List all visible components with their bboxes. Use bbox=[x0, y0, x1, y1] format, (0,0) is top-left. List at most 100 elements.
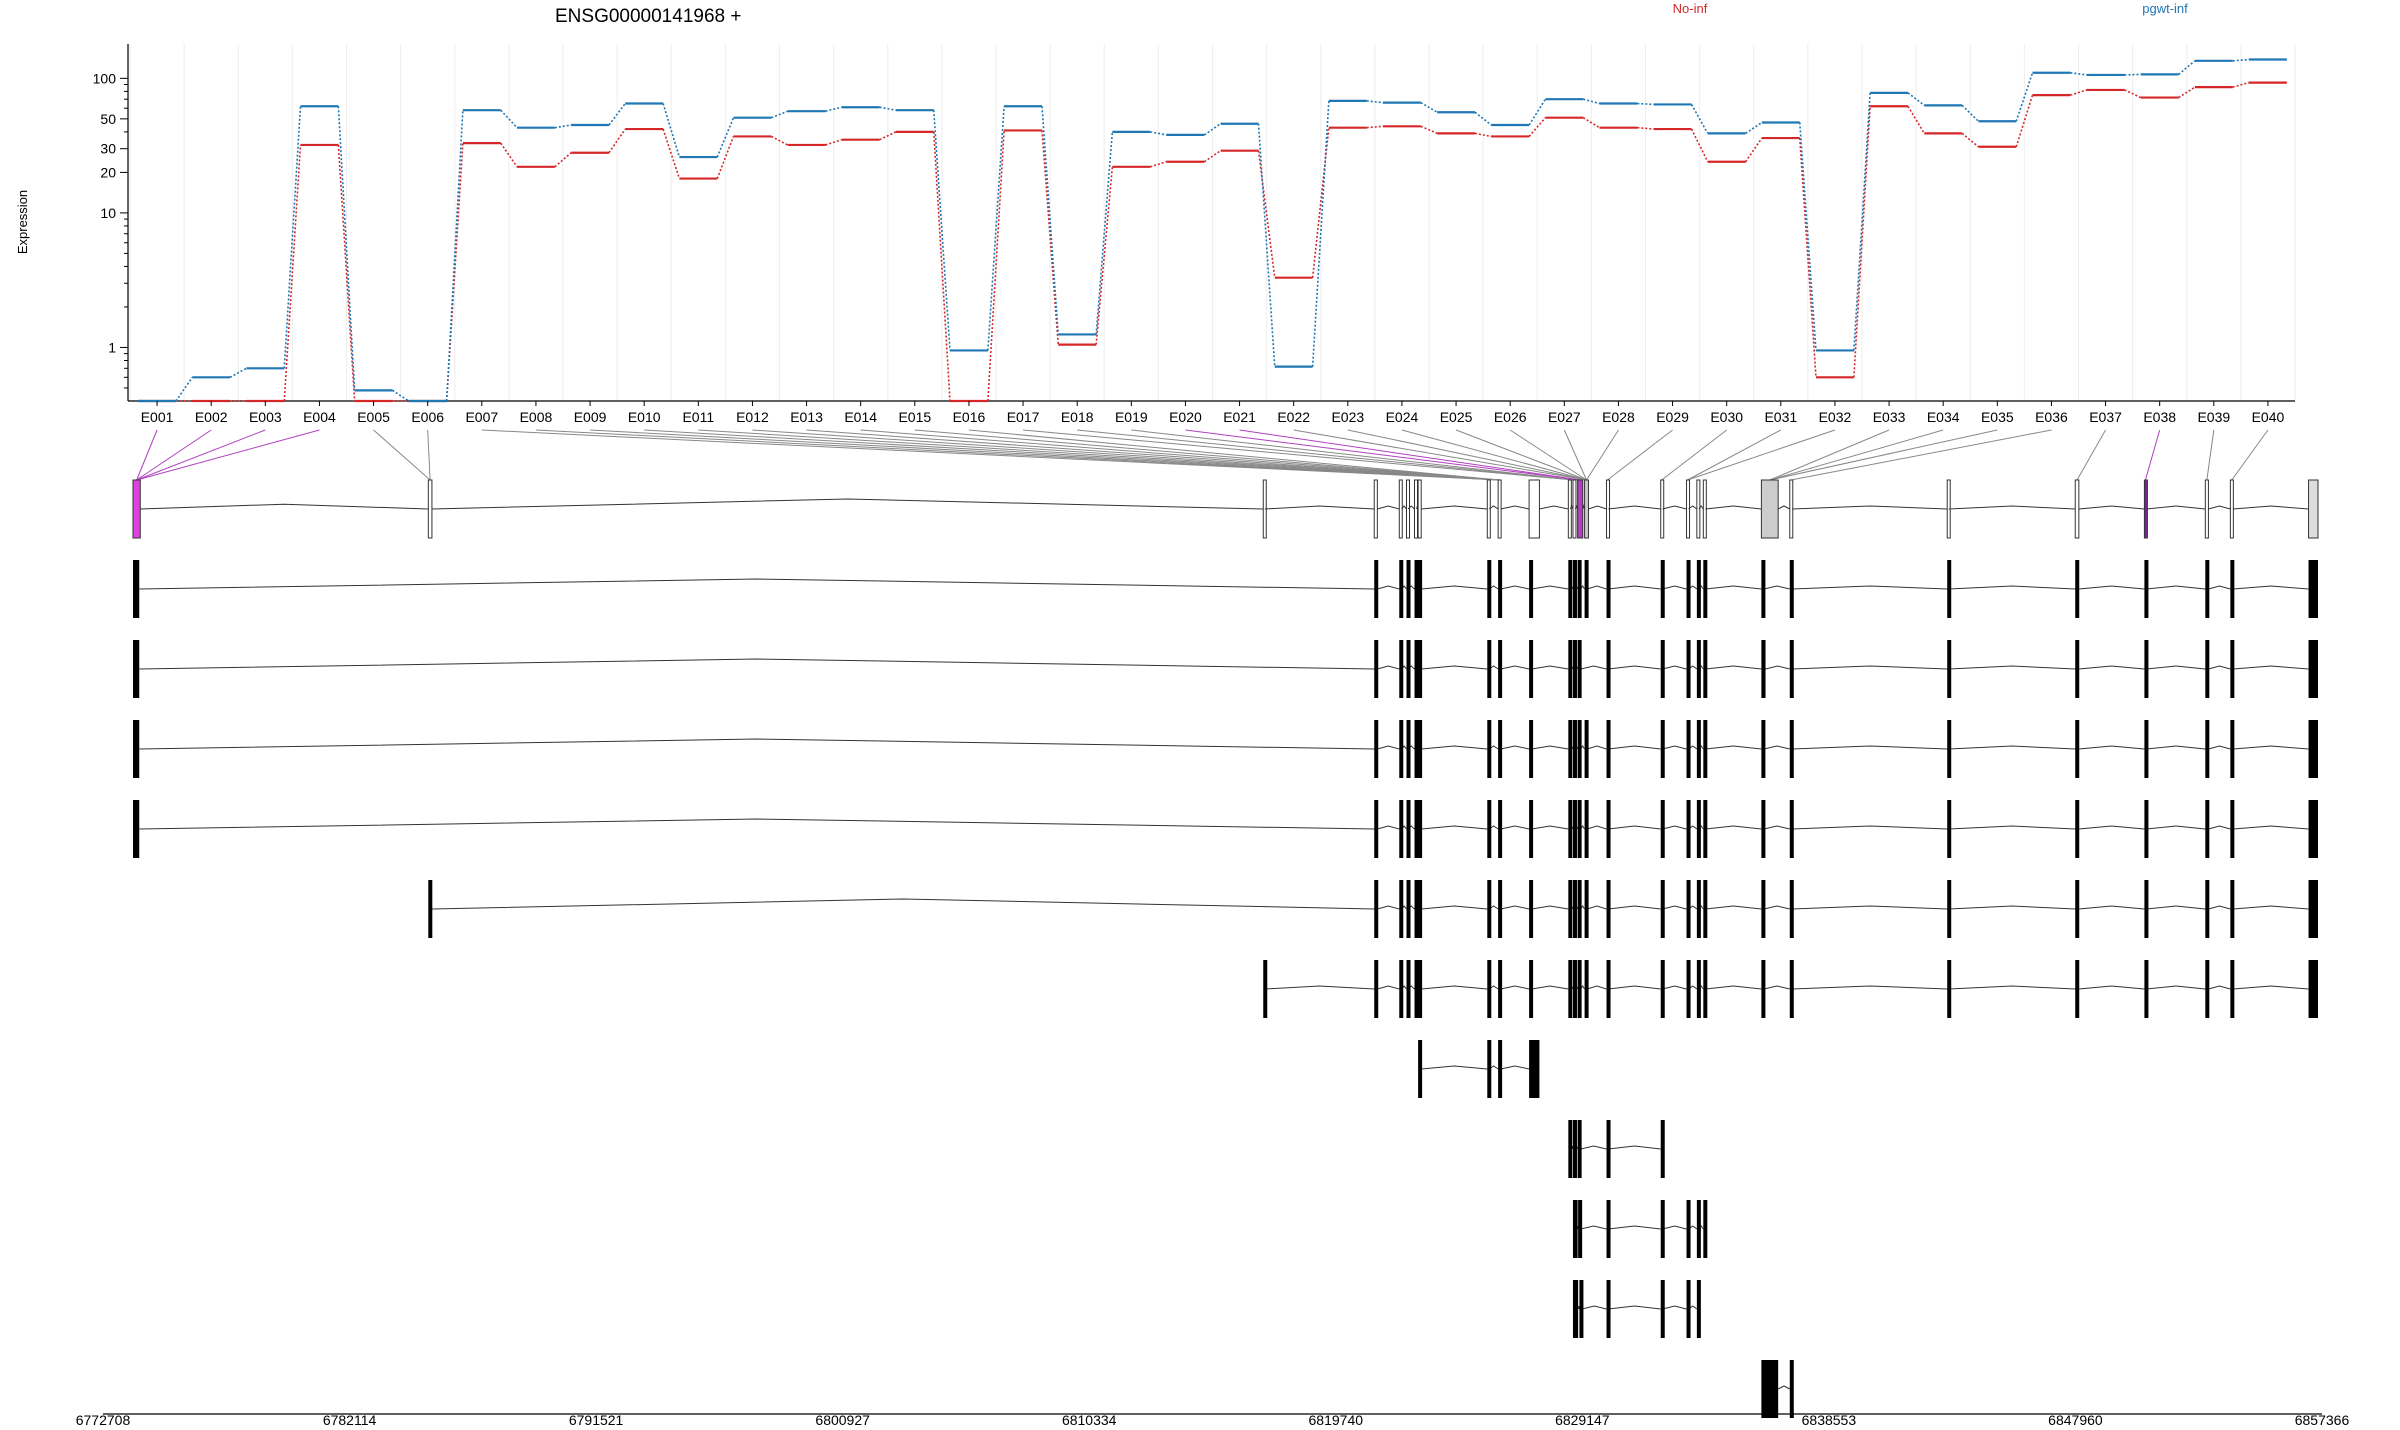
exon-block bbox=[1789, 560, 1794, 618]
intron-line bbox=[1421, 1065, 1488, 1070]
exon-box bbox=[1789, 479, 1794, 539]
transcript-track bbox=[1263, 960, 2318, 1018]
data-connector bbox=[1907, 105, 1925, 134]
intron-line bbox=[2078, 745, 2145, 750]
intron-line bbox=[1588, 505, 1607, 510]
bin-link bbox=[1401, 429, 1587, 481]
genomic-tick-label: 6772708 bbox=[76, 1412, 131, 1428]
intron-line bbox=[2146, 985, 2206, 990]
intron-line bbox=[1421, 505, 1488, 510]
intron-line bbox=[1531, 745, 1569, 750]
exon-block bbox=[2205, 960, 2210, 1018]
intron-line bbox=[1792, 505, 1948, 510]
x-tick-label: E034 bbox=[1927, 409, 1960, 425]
x-tick-label: E005 bbox=[357, 409, 390, 425]
exon-block bbox=[1606, 1200, 1611, 1258]
exon-block bbox=[1414, 880, 1419, 938]
exon-block bbox=[1406, 640, 1411, 698]
intron-line bbox=[1264, 505, 1375, 510]
data-connector bbox=[2178, 60, 2196, 76]
intron-line bbox=[1662, 985, 1687, 990]
exon-block bbox=[1418, 1040, 1423, 1098]
exon-block bbox=[428, 880, 433, 938]
data-connector bbox=[337, 106, 356, 391]
intron-line bbox=[139, 658, 1375, 670]
exon-block bbox=[1947, 720, 1952, 778]
intron-line bbox=[1500, 745, 1530, 750]
intron-line bbox=[1763, 905, 1790, 910]
exon-block bbox=[2205, 640, 2210, 698]
intron-line bbox=[1792, 665, 1948, 670]
exon-box bbox=[1406, 479, 1411, 539]
data-connector bbox=[229, 367, 247, 379]
data-connector bbox=[879, 106, 897, 111]
x-tick-label: E028 bbox=[1602, 409, 1635, 425]
intron-line bbox=[1377, 665, 1400, 670]
data-connector bbox=[175, 376, 193, 402]
intron-line bbox=[1531, 665, 1569, 670]
data-connector bbox=[1853, 106, 1871, 378]
bin-link bbox=[2231, 429, 2269, 481]
bin-link bbox=[1455, 429, 1587, 481]
data-connector bbox=[1420, 101, 1438, 113]
exon-block bbox=[2230, 960, 2235, 1018]
intron-line bbox=[1580, 1145, 1607, 1150]
exon-block bbox=[2075, 640, 2080, 698]
intron-line bbox=[1377, 985, 1400, 990]
exon-box bbox=[2074, 479, 2080, 539]
exon-block bbox=[1947, 640, 1952, 698]
data-connector bbox=[608, 128, 626, 154]
x-tick-label: E025 bbox=[1440, 409, 1473, 425]
series-No-inf bbox=[138, 81, 2287, 403]
data-connector bbox=[2015, 94, 2034, 148]
data-connector bbox=[1961, 132, 1979, 148]
exon-box bbox=[1567, 479, 1572, 539]
data-connector bbox=[1637, 102, 1654, 106]
exon-block bbox=[2308, 800, 2318, 858]
exon-box bbox=[1572, 479, 1577, 539]
intron-line bbox=[2078, 905, 2145, 910]
exon-box bbox=[427, 479, 433, 539]
exon-block bbox=[1761, 1360, 1779, 1418]
exon-block bbox=[1606, 800, 1611, 858]
exon-block bbox=[1374, 640, 1379, 698]
intron-line bbox=[1763, 585, 1790, 590]
intron-line bbox=[1421, 665, 1488, 670]
exon-block bbox=[2308, 720, 2318, 778]
bin-link bbox=[968, 429, 1500, 481]
intron-line bbox=[1792, 905, 1948, 910]
exon-block bbox=[1572, 720, 1577, 778]
data-connector bbox=[2124, 89, 2142, 99]
gene-model bbox=[132, 429, 2319, 539]
intron-line bbox=[1500, 585, 1530, 590]
exon-block bbox=[2075, 560, 2080, 618]
exon-block bbox=[2144, 720, 2149, 778]
intron-line bbox=[1587, 985, 1607, 990]
exon-block bbox=[1418, 880, 1423, 938]
intron-line bbox=[2233, 665, 2309, 670]
exon-block bbox=[1568, 960, 1573, 1018]
data-connector bbox=[2232, 81, 2250, 88]
exon-block bbox=[2308, 640, 2318, 698]
exon-block bbox=[1414, 800, 1419, 858]
exon-block bbox=[1696, 1280, 1701, 1338]
data-connector bbox=[1528, 98, 1547, 126]
exon-block bbox=[1498, 560, 1503, 618]
exon-block bbox=[1761, 800, 1766, 858]
intron-line bbox=[1264, 985, 1375, 990]
exon-block bbox=[1660, 1120, 1665, 1178]
exon-block bbox=[2075, 880, 2080, 938]
exon-block bbox=[1696, 640, 1701, 698]
exon-block bbox=[1703, 800, 1708, 858]
intron-line bbox=[2233, 825, 2309, 830]
exon-block bbox=[1703, 960, 1708, 1018]
exon-block bbox=[1374, 720, 1379, 778]
x-tick-label: E036 bbox=[2035, 409, 2068, 425]
intron-line bbox=[2233, 985, 2309, 990]
exon-block bbox=[2205, 880, 2210, 938]
data-connector bbox=[445, 143, 464, 402]
exon-block bbox=[1498, 960, 1503, 1018]
exon-block bbox=[1568, 1120, 1573, 1178]
intron-line bbox=[1662, 745, 1687, 750]
